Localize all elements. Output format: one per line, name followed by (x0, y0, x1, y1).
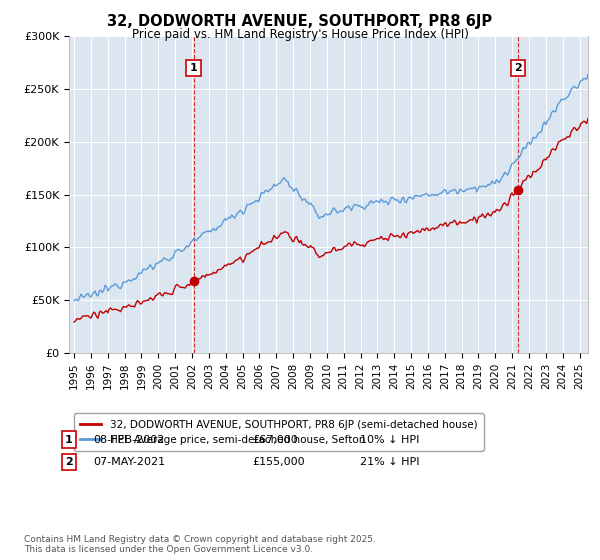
Text: Contains HM Land Registry data © Crown copyright and database right 2025.
This d: Contains HM Land Registry data © Crown c… (24, 535, 376, 554)
Text: 21% ↓ HPI: 21% ↓ HPI (360, 457, 419, 467)
Text: 1: 1 (65, 435, 73, 445)
Text: 07-MAY-2021: 07-MAY-2021 (93, 457, 165, 467)
Legend: 32, DODWORTH AVENUE, SOUTHPORT, PR8 6JP (semi-detached house), HPI: Average pric: 32, DODWORTH AVENUE, SOUTHPORT, PR8 6JP … (74, 413, 484, 451)
Text: 1: 1 (190, 63, 197, 73)
Text: 2: 2 (65, 457, 73, 467)
Text: 32, DODWORTH AVENUE, SOUTHPORT, PR8 6JP: 32, DODWORTH AVENUE, SOUTHPORT, PR8 6JP (107, 14, 493, 29)
Text: 08-FEB-2002: 08-FEB-2002 (93, 435, 164, 445)
Text: £155,000: £155,000 (252, 457, 305, 467)
Text: 2: 2 (514, 63, 522, 73)
Text: £67,000: £67,000 (252, 435, 298, 445)
Text: Price paid vs. HM Land Registry's House Price Index (HPI): Price paid vs. HM Land Registry's House … (131, 28, 469, 41)
Text: 10% ↓ HPI: 10% ↓ HPI (360, 435, 419, 445)
